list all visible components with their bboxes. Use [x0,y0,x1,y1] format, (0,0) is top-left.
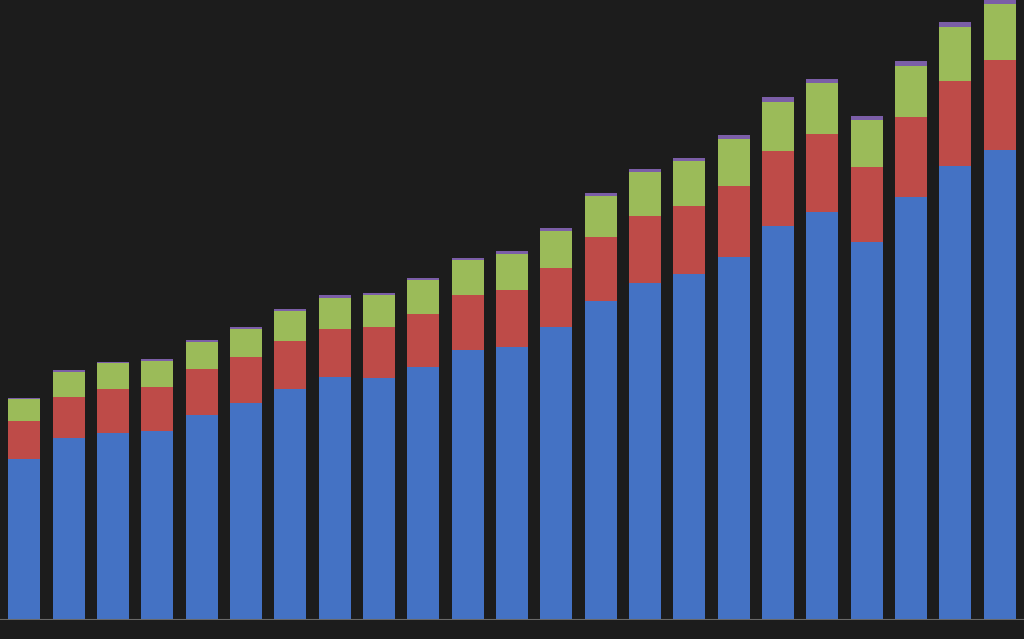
Bar [452,260,483,295]
Bar [408,314,439,367]
Bar [141,387,173,431]
Bar [806,79,839,83]
Bar [629,216,660,282]
Bar [984,4,1016,59]
Bar [762,226,794,620]
Bar [97,363,129,389]
Bar [585,237,616,301]
Bar [408,280,439,314]
Bar [674,158,706,161]
Bar [674,206,706,274]
Bar [8,422,40,459]
Bar [230,327,262,328]
Bar [585,196,616,237]
Bar [185,341,218,342]
Bar [274,311,306,341]
Bar [984,59,1016,150]
Bar [895,197,927,620]
Bar [895,61,927,66]
Bar [8,459,40,620]
Bar [762,102,794,151]
Bar [585,301,616,620]
Bar [8,399,40,422]
Bar [541,231,572,268]
Bar [496,254,528,290]
Bar [939,27,971,81]
Bar [364,293,395,295]
Bar [53,397,85,438]
Bar [53,372,85,397]
Bar [674,274,706,620]
Bar [541,327,572,620]
Bar [185,415,218,620]
Bar [984,150,1016,620]
Bar [408,278,439,280]
Bar [364,295,395,327]
Bar [851,116,883,120]
Bar [718,139,750,186]
Bar [230,328,262,357]
Bar [718,186,750,257]
Bar [541,227,572,231]
Bar [8,398,40,399]
Bar [629,173,660,216]
Bar [53,438,85,620]
Bar [762,97,794,102]
Bar [496,347,528,620]
Bar [141,361,173,387]
Bar [496,251,528,254]
Bar [585,192,616,196]
Bar [364,327,395,378]
Bar [141,359,173,361]
Bar [230,403,262,620]
Bar [939,81,971,166]
Bar [629,169,660,173]
Bar [718,135,750,139]
Bar [806,134,839,212]
Bar [318,328,350,377]
Bar [895,66,927,116]
Bar [674,161,706,206]
Bar [230,357,262,403]
Bar [274,389,306,620]
Bar [318,295,350,298]
Bar [851,167,883,242]
Bar [851,120,883,167]
Bar [185,369,218,415]
Bar [185,342,218,369]
Bar [984,0,1016,4]
Bar [895,116,927,197]
Bar [53,371,85,372]
Bar [97,389,129,433]
Bar [141,431,173,620]
Bar [318,298,350,328]
Bar [452,295,483,350]
Bar [97,433,129,620]
Bar [806,83,839,134]
Bar [452,258,483,260]
Bar [806,212,839,620]
Bar [541,268,572,327]
Bar [274,309,306,311]
Bar [274,341,306,389]
Bar [762,151,794,226]
Bar [496,290,528,347]
Bar [364,378,395,620]
Bar [629,282,660,620]
Bar [718,257,750,620]
Bar [939,22,971,27]
Bar [452,350,483,620]
Bar [318,377,350,620]
Bar [97,362,129,363]
Bar [408,367,439,620]
Bar [851,242,883,620]
Bar [939,166,971,620]
